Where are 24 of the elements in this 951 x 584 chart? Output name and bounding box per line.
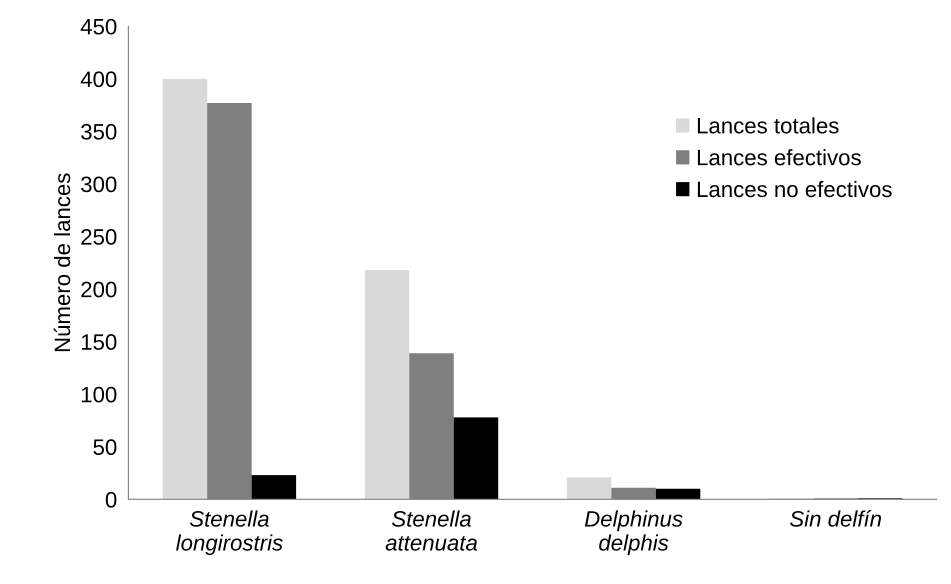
- y-tick-label: 450: [80, 18, 116, 35]
- legend-label: Lances efectivos: [698, 149, 861, 166]
- y-tick-label: 200: [81, 282, 116, 298]
- y-tick-label: 350: [81, 124, 116, 140]
- bar: [566, 477, 612, 500]
- x-tick-label: Delphinus delphis: [584, 510, 683, 556]
- x-tick-label: Stenella longirostris: [176, 510, 283, 556]
- legend-label: Lances totales: [698, 117, 839, 134]
- y-tick-label: 300: [81, 176, 116, 192]
- x-tick-label: Sin delfín: [790, 510, 882, 527]
- bar: [162, 78, 208, 500]
- y-tick-label: 0: [106, 492, 116, 508]
- y-tick-label: 250: [81, 229, 116, 245]
- y-axis-title: Número de lances: [54, 173, 70, 352]
- x-tick-label: Stenella attenuata: [386, 510, 478, 551]
- y-tick-label: 400: [80, 71, 116, 88]
- bar: [656, 488, 700, 500]
- y-tick-label: 150: [82, 334, 116, 350]
- bar: [252, 475, 296, 500]
- y-tick-label: 50: [93, 439, 116, 456]
- bar: [454, 417, 498, 500]
- y-tick-label: 100: [82, 386, 116, 402]
- legend-label: Lances no efectivos: [698, 180, 892, 198]
- bar: [364, 270, 410, 500]
